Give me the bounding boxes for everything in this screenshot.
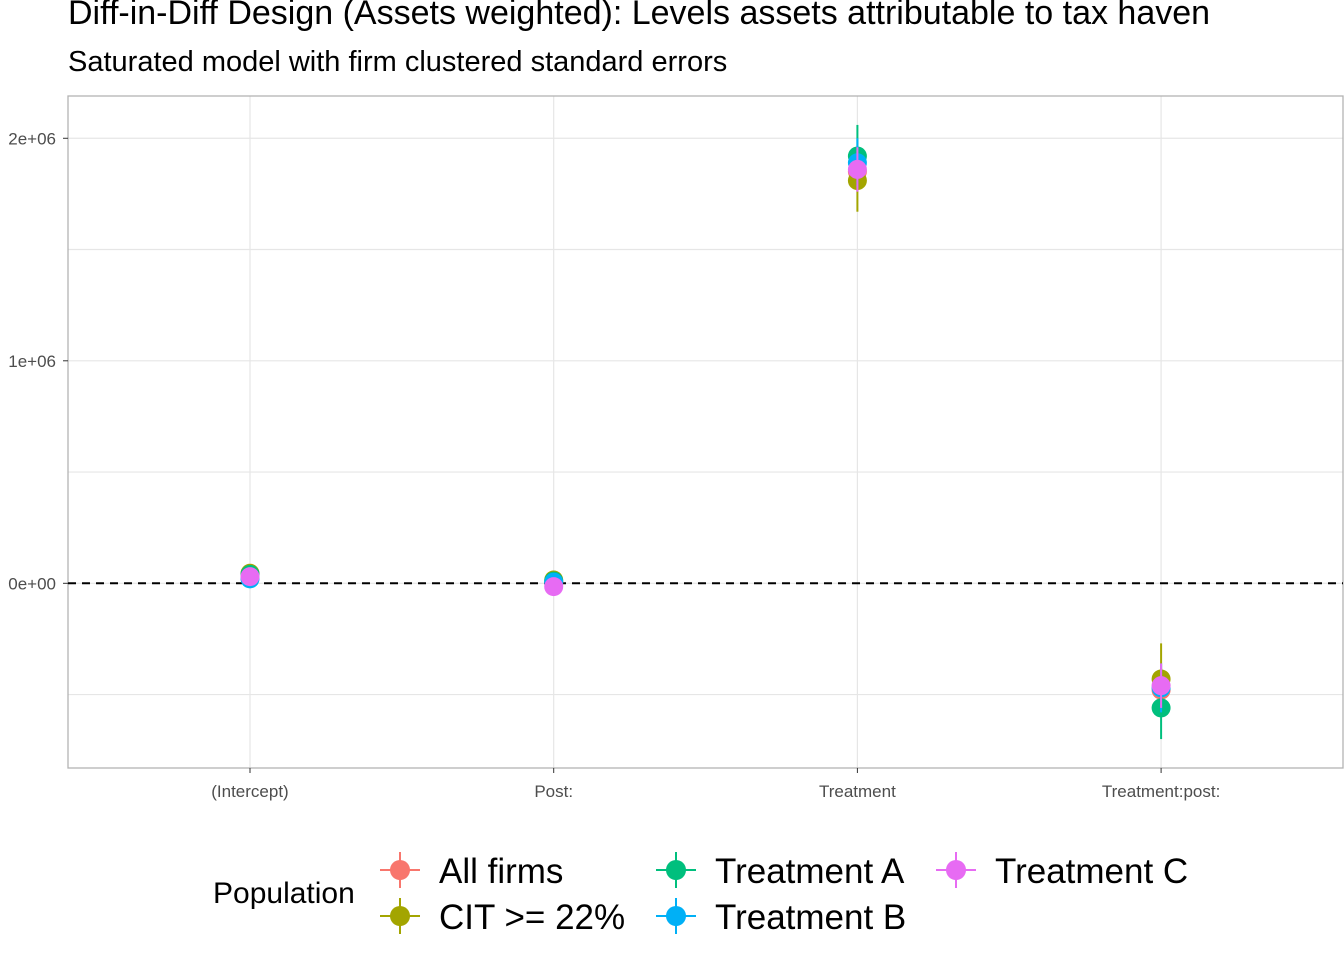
legend-key-dot [390,906,410,926]
series-treatment-a [240,124,1171,740]
chart-title: Diff-in-Diff Design (Assets weighted): L… [68,0,1211,32]
legend: Population All firms CIT >= 22% Treatment A… [213,852,1188,937]
legend-key-dot [946,860,966,880]
data-marks [240,124,1171,740]
series-all-firms [240,151,1171,713]
x-axis: (Intercept) Post: Treatment Treatment:post: [211,768,1220,801]
series-cit-22- [240,149,1171,708]
series-treatment-c [240,147,1171,708]
legend-label: Treatment A [715,852,905,891]
x-tick-label: Treatment:post: [1102,782,1220,801]
legend-title: Population [213,877,355,910]
legend-item: Treatment B [656,898,906,937]
grid-lines [68,96,1343,768]
plot-panel-border [67,95,1344,769]
legend-item: All firms [380,852,563,891]
x-tick-label: Post: [534,782,573,801]
data-point [240,567,260,587]
series-treatment-b [240,138,1171,713]
y-axis: 0e+00 1e+06 2e+06 [8,129,68,593]
legend-label: Treatment B [715,898,906,937]
data-point [1151,676,1171,696]
legend-item: Treatment C [936,852,1188,891]
y-tick-label: 0e+00 [8,574,56,593]
legend-key-dot [390,860,410,880]
legend-key-dot [666,860,686,880]
data-point [544,577,564,597]
legend-label: CIT >= 22% [439,898,625,937]
x-tick-label: Treatment [819,782,896,801]
chart-subtitle: Saturated model with firm clustered stan… [68,46,728,78]
legend-item: CIT >= 22% [380,898,625,937]
data-point [847,159,867,179]
legend-label: Treatment C [995,852,1188,891]
legend-label: All firms [439,852,563,891]
legend-item: Treatment A [656,852,905,891]
y-tick-label: 1e+06 [8,352,56,371]
y-tick-label: 2e+06 [8,129,56,148]
x-tick-label: (Intercept) [211,782,288,801]
legend-key-dot [666,906,686,926]
